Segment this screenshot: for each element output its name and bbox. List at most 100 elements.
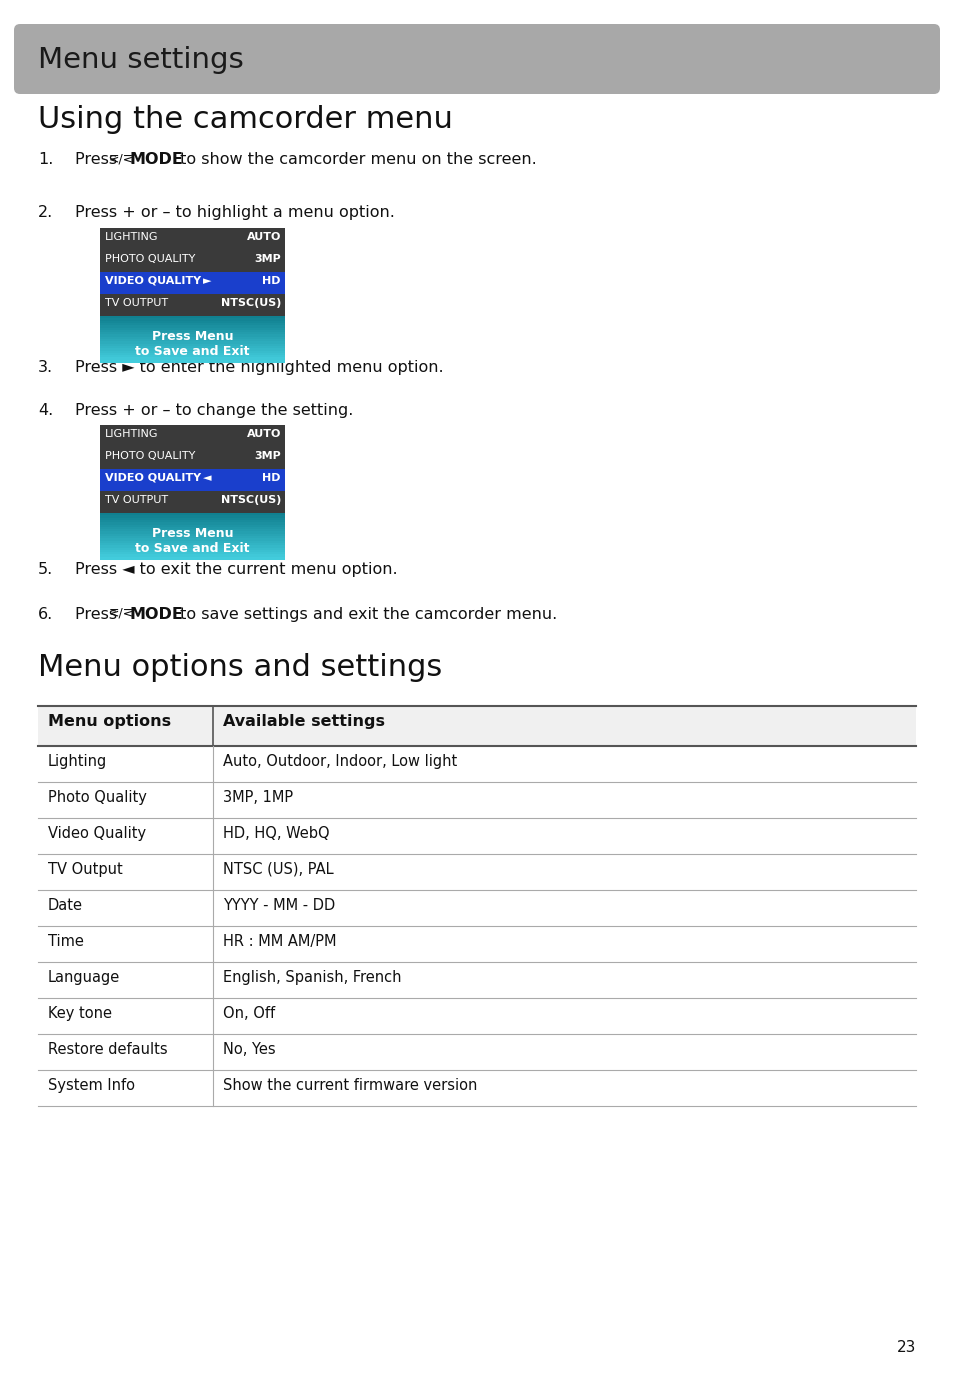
Text: ⋜/⋜: ⋜/⋜ xyxy=(109,607,134,620)
Text: ◄: ◄ xyxy=(203,473,212,482)
Text: Press + or – to highlight a menu option.: Press + or – to highlight a menu option. xyxy=(75,205,395,220)
Bar xyxy=(100,319,285,322)
Bar xyxy=(100,323,285,326)
Text: HD: HD xyxy=(262,276,281,286)
Bar xyxy=(100,547,285,551)
Text: NTSC(US): NTSC(US) xyxy=(220,495,281,506)
Bar xyxy=(100,346,285,349)
Bar xyxy=(100,425,285,559)
Text: 3MP: 3MP xyxy=(254,451,281,460)
Text: AUTO: AUTO xyxy=(247,429,281,438)
Text: VIDEO QUALITY: VIDEO QUALITY xyxy=(105,473,201,482)
Text: Press ◄ to exit the current menu option.: Press ◄ to exit the current menu option. xyxy=(75,562,397,577)
Bar xyxy=(100,330,285,333)
Text: 3.: 3. xyxy=(38,360,53,375)
Bar xyxy=(100,348,285,352)
Text: PHOTO QUALITY: PHOTO QUALITY xyxy=(105,451,195,460)
Text: 2.: 2. xyxy=(38,205,53,220)
Text: TV OUTPUT: TV OUTPUT xyxy=(105,495,168,506)
Bar xyxy=(100,533,285,537)
Text: to Save and Exit: to Save and Exit xyxy=(135,345,250,357)
Bar xyxy=(100,529,285,532)
Text: Restore defaults: Restore defaults xyxy=(48,1041,168,1057)
Text: TV Output: TV Output xyxy=(48,861,123,877)
Text: Press ► to enter the highlighted menu option.: Press ► to enter the highlighted menu op… xyxy=(75,360,443,375)
Text: NTSC (US), PAL: NTSC (US), PAL xyxy=(223,861,334,877)
Bar xyxy=(100,320,285,324)
Text: ►: ► xyxy=(203,276,212,286)
Text: English, Spanish, French: English, Spanish, French xyxy=(223,970,401,985)
Text: On, Off: On, Off xyxy=(223,1006,274,1021)
Bar xyxy=(100,272,285,294)
FancyBboxPatch shape xyxy=(14,23,939,93)
Bar xyxy=(100,350,285,353)
Text: Menu settings: Menu settings xyxy=(38,47,244,74)
Bar xyxy=(38,706,915,746)
Text: 1.: 1. xyxy=(38,153,53,168)
Bar xyxy=(100,525,285,528)
Bar xyxy=(100,545,285,548)
Bar xyxy=(100,526,285,530)
Bar xyxy=(100,518,285,521)
Text: Available settings: Available settings xyxy=(223,714,385,730)
Text: Menu options: Menu options xyxy=(48,714,171,730)
Text: HD, HQ, WebQ: HD, HQ, WebQ xyxy=(223,826,330,841)
Bar xyxy=(100,550,285,554)
Text: Show the current firmware version: Show the current firmware version xyxy=(223,1079,476,1092)
Text: 4.: 4. xyxy=(38,403,53,418)
Bar xyxy=(100,316,285,319)
Bar xyxy=(100,469,285,491)
Text: Time: Time xyxy=(48,934,84,949)
Bar xyxy=(100,354,285,359)
Text: Press + or – to change the setting.: Press + or – to change the setting. xyxy=(75,403,353,418)
Text: PHOTO QUALITY: PHOTO QUALITY xyxy=(105,254,195,264)
Text: VIDEO QUALITY: VIDEO QUALITY xyxy=(105,276,201,286)
Bar xyxy=(100,357,285,361)
Text: TV OUTPUT: TV OUTPUT xyxy=(105,298,168,308)
Bar xyxy=(100,532,285,534)
Text: 3MP, 1MP: 3MP, 1MP xyxy=(223,790,293,805)
Bar xyxy=(100,552,285,555)
Bar xyxy=(100,344,285,346)
Text: Language: Language xyxy=(48,970,120,985)
Text: to save settings and exit the camcorder menu.: to save settings and exit the camcorder … xyxy=(174,607,557,622)
Text: MODE: MODE xyxy=(130,607,184,622)
Text: AUTO: AUTO xyxy=(247,232,281,242)
Text: NTSC(US): NTSC(US) xyxy=(220,298,281,308)
Bar xyxy=(100,515,285,518)
Bar xyxy=(100,536,285,540)
Text: 23: 23 xyxy=(896,1340,915,1355)
Text: 5.: 5. xyxy=(38,562,53,577)
Bar xyxy=(100,519,285,523)
Text: Press Menu: Press Menu xyxy=(152,330,233,342)
Bar xyxy=(100,334,285,338)
Text: MODE: MODE xyxy=(130,153,184,168)
Text: 6.: 6. xyxy=(38,607,53,622)
Bar xyxy=(100,326,285,328)
Text: YYYY - MM - DD: YYYY - MM - DD xyxy=(223,899,335,912)
Text: LIGHTING: LIGHTING xyxy=(105,232,158,242)
Bar xyxy=(100,327,285,331)
Bar xyxy=(100,539,285,541)
Text: Press: Press xyxy=(75,153,122,168)
Text: to show the camcorder menu on the screen.: to show the camcorder menu on the screen… xyxy=(174,153,537,168)
Text: HR : MM AM/PM: HR : MM AM/PM xyxy=(223,934,336,949)
Text: to Save and Exit: to Save and Exit xyxy=(135,541,250,555)
Text: LIGHTING: LIGHTING xyxy=(105,429,158,438)
Text: Menu options and settings: Menu options and settings xyxy=(38,653,442,682)
Text: 3MP: 3MP xyxy=(254,254,281,264)
Bar xyxy=(100,522,285,525)
Text: Video Quality: Video Quality xyxy=(48,826,146,841)
Text: Lighting: Lighting xyxy=(48,754,107,769)
Bar xyxy=(100,339,285,342)
Bar xyxy=(100,360,285,363)
Bar xyxy=(100,513,285,517)
Bar xyxy=(100,556,285,561)
Text: ⋜/⋜: ⋜/⋜ xyxy=(109,153,134,165)
Text: Auto, Outdoor, Indoor, Low light: Auto, Outdoor, Indoor, Low light xyxy=(223,754,456,769)
Bar xyxy=(100,540,285,544)
Text: HD: HD xyxy=(262,473,281,482)
Text: Press: Press xyxy=(75,607,122,622)
Bar xyxy=(100,353,285,356)
Bar xyxy=(100,554,285,558)
